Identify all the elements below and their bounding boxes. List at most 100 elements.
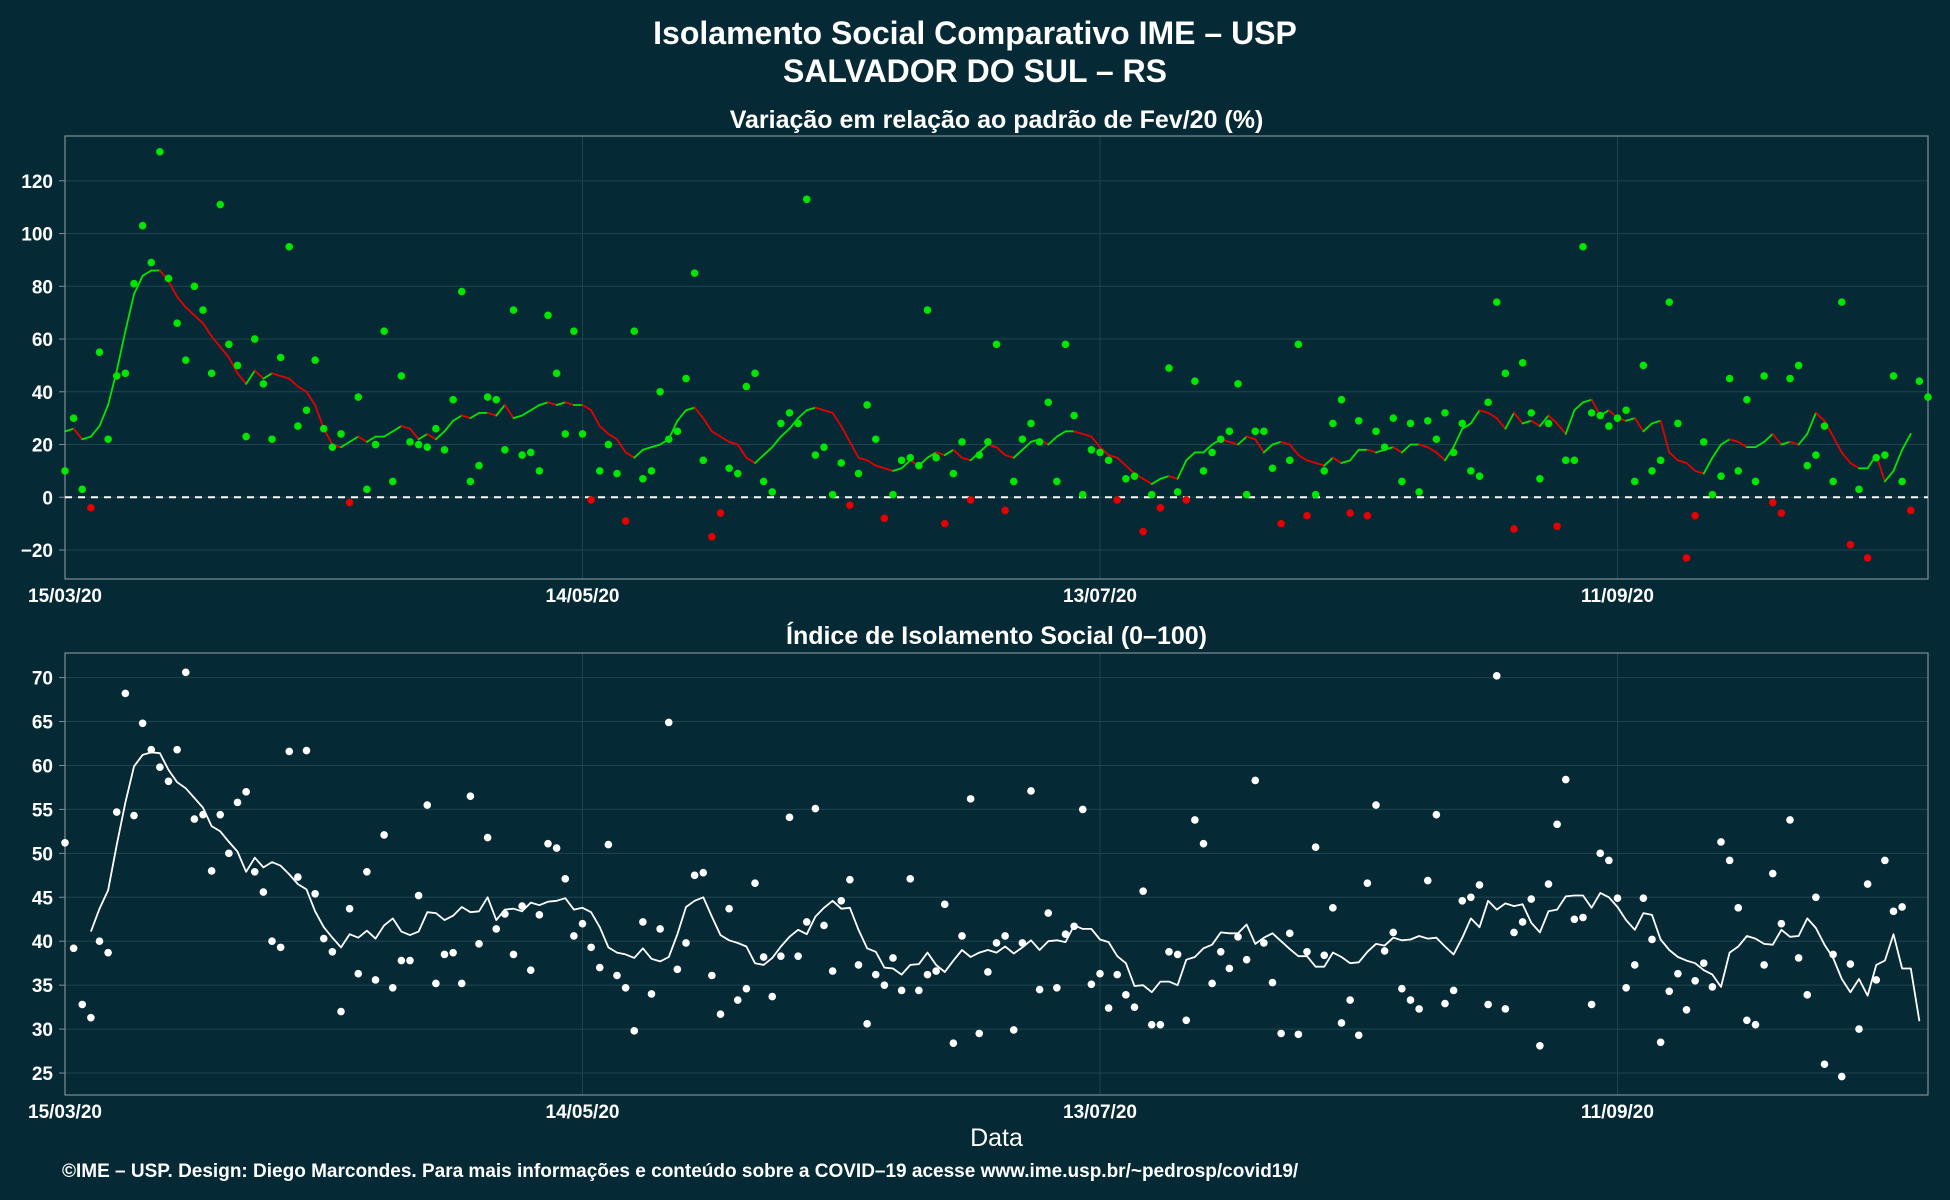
data-point xyxy=(164,274,173,283)
moving-average-segment xyxy=(81,435,92,441)
data-point xyxy=(1734,467,1743,475)
moving-average-segment xyxy=(762,446,774,456)
moving-average-segment xyxy=(935,451,946,456)
moving-average-segment xyxy=(1081,433,1093,438)
data-point xyxy=(1674,419,1682,428)
data-point xyxy=(1881,856,1889,865)
data-point xyxy=(1173,488,1182,496)
data-point xyxy=(457,979,466,988)
data-point xyxy=(423,801,432,809)
moving-average-segment xyxy=(1262,443,1274,454)
data-point xyxy=(1820,422,1829,430)
data-point xyxy=(1544,880,1553,888)
data-point xyxy=(1863,880,1872,888)
data-point xyxy=(535,467,544,475)
moving-average-segment xyxy=(1625,417,1636,422)
moving-average-segment xyxy=(926,451,938,459)
data-point xyxy=(1096,969,1104,978)
data-point xyxy=(1035,985,1044,994)
data-point xyxy=(337,430,345,438)
moving-average-segment xyxy=(1901,433,1912,451)
variation-panel: Variação em relação ao padrão de Fev/20 … xyxy=(21,106,1932,607)
data-point xyxy=(1329,419,1337,428)
moving-average-segment xyxy=(1789,440,1800,446)
data-point xyxy=(570,932,578,940)
data-point xyxy=(889,490,897,499)
moving-average-segment xyxy=(124,293,135,333)
data-point xyxy=(363,868,371,876)
y-tick-label: 120 xyxy=(21,172,53,193)
data-point xyxy=(1648,467,1656,475)
data-point xyxy=(1605,422,1613,430)
moving-average-segment xyxy=(1538,414,1550,427)
data-point xyxy=(388,477,397,486)
moving-average-segment xyxy=(1547,414,1559,425)
data-point xyxy=(897,986,906,995)
data-point xyxy=(95,348,104,357)
data-point xyxy=(1311,843,1320,851)
moving-average-segment xyxy=(797,409,808,420)
moving-average-segment xyxy=(417,433,429,441)
data-point xyxy=(682,939,690,947)
data-point xyxy=(1587,409,1596,417)
data-point xyxy=(1648,935,1656,944)
data-point xyxy=(475,461,483,470)
data-point xyxy=(1208,448,1216,457)
moving-average-segment xyxy=(391,425,403,433)
data-point xyxy=(1432,810,1441,819)
data-point xyxy=(1320,951,1329,960)
moving-average-segment xyxy=(1150,477,1162,485)
moving-average-segment xyxy=(754,454,765,464)
data-point xyxy=(1760,372,1768,380)
moving-average-segment xyxy=(710,430,722,438)
data-point xyxy=(1251,427,1260,436)
data-point xyxy=(751,879,759,888)
data-point xyxy=(518,451,526,459)
moving-average-segment xyxy=(857,456,869,462)
data-point xyxy=(949,469,958,478)
data-point xyxy=(906,453,915,462)
data-point xyxy=(268,435,276,444)
moving-average-segment xyxy=(1737,440,1748,449)
moving-average-segment xyxy=(805,406,817,412)
moving-average-segment xyxy=(245,369,256,385)
data-point xyxy=(156,763,164,772)
data-point xyxy=(1294,1030,1303,1039)
data-point xyxy=(1061,930,1070,938)
moving-average-segment xyxy=(1176,459,1188,480)
moving-average-segment xyxy=(1452,427,1464,449)
data-point xyxy=(1699,438,1708,446)
data-point xyxy=(1001,932,1009,940)
data-point xyxy=(647,467,656,475)
data-point xyxy=(1605,856,1613,865)
moving-average-segment xyxy=(409,427,420,441)
data-point xyxy=(388,983,397,992)
data-point xyxy=(630,327,639,335)
data-point xyxy=(380,327,388,335)
data-point xyxy=(1794,954,1803,962)
data-point xyxy=(1906,506,1915,515)
moving-average-segment xyxy=(866,459,877,467)
data-point xyxy=(656,387,664,396)
data-point xyxy=(1389,928,1398,937)
data-point xyxy=(966,795,975,803)
data-point xyxy=(1458,419,1467,428)
data-point xyxy=(181,356,190,364)
data-point xyxy=(561,875,570,883)
data-point xyxy=(1053,983,1061,992)
footer-credit: ©IME – USP. Design: Diego Marcondes. Par… xyxy=(62,1161,1299,1182)
moving-average-segment xyxy=(719,435,731,443)
data-point xyxy=(363,485,371,494)
moving-average-segment xyxy=(271,372,282,377)
data-point xyxy=(708,971,716,980)
data-point xyxy=(820,443,828,451)
moving-average-segment xyxy=(227,356,239,375)
data-point xyxy=(147,258,156,267)
data-point xyxy=(1837,1072,1846,1081)
moving-average-segment xyxy=(193,314,204,325)
data-point xyxy=(1812,451,1820,459)
data-point xyxy=(1467,893,1475,902)
moving-average-segment xyxy=(1418,443,1429,449)
moving-average-segment xyxy=(434,430,446,441)
moving-average-segment xyxy=(529,404,541,412)
